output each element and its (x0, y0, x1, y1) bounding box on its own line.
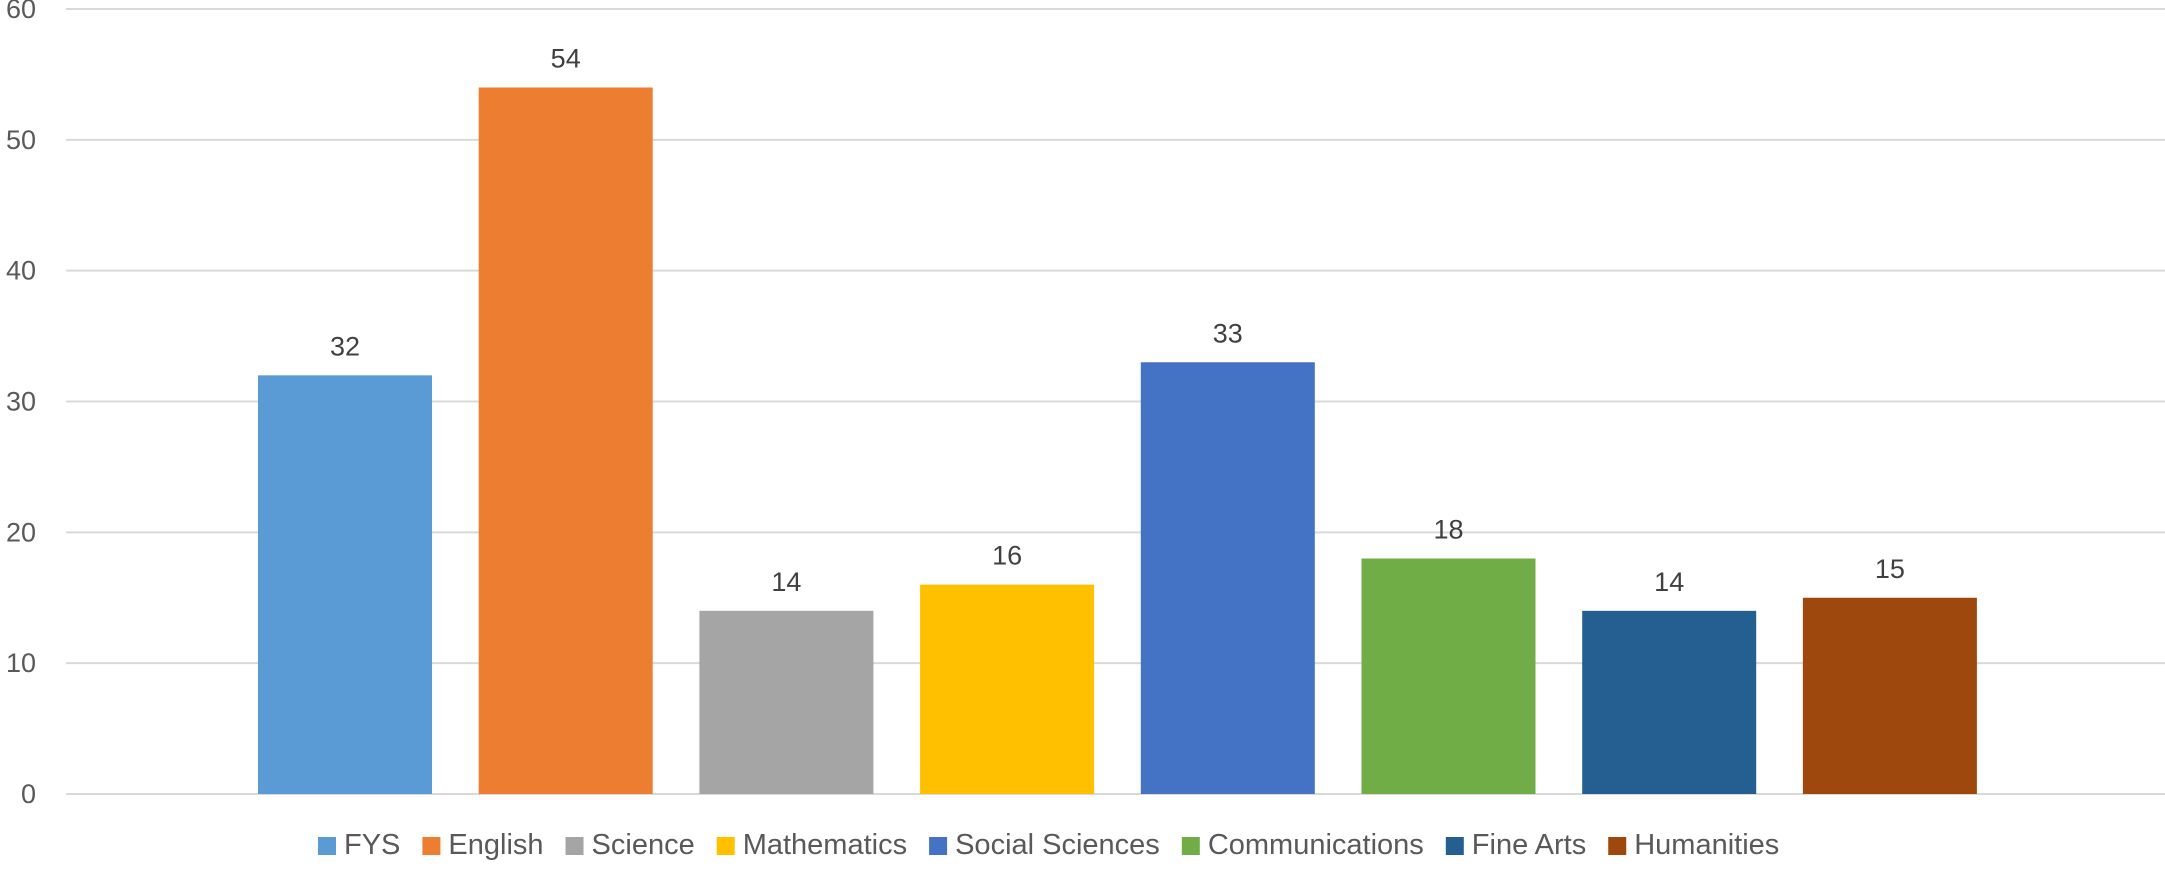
bar-social-sciences (1141, 362, 1315, 794)
legend-label-communications: Communications (1208, 829, 1424, 861)
y-tick-label-20: 20 (6, 517, 36, 547)
legend-label-science: Science (592, 829, 695, 861)
y-tick-label-50: 50 (6, 125, 36, 155)
data-label-english: 54 (551, 44, 581, 74)
bar-english (479, 88, 653, 795)
bar-communications (1362, 559, 1536, 795)
legend-label-mathematics: Mathematics (743, 829, 907, 861)
legend-label-fine-arts: Fine Arts (1472, 829, 1586, 861)
y-tick-label-30: 30 (6, 387, 36, 417)
legend-swatch-fine-arts (1446, 837, 1464, 855)
legend-swatch-social-sciences (929, 837, 947, 855)
y-tick-label-10: 10 (6, 648, 36, 678)
bar-fine-arts (1582, 611, 1756, 794)
bar-humanities (1803, 598, 1977, 794)
bar-fys (258, 375, 432, 794)
y-tick-label-0: 0 (21, 779, 36, 809)
data-label-mathematics: 16 (992, 541, 1022, 571)
legend-swatch-communications (1182, 837, 1200, 855)
legend-swatch-mathematics (717, 837, 735, 855)
data-label-science: 14 (771, 567, 801, 597)
bars (258, 88, 1977, 795)
legend-label-social-sciences: Social Sciences (955, 829, 1160, 861)
legend-label-humanities: Humanities (1634, 829, 1779, 861)
y-tick-label-60: 60 (6, 0, 36, 24)
y-tick-label-40: 40 (6, 256, 36, 286)
legend: FYS English Science Mathematics Social Scien… (318, 829, 1779, 861)
data-label-social-sciences: 33 (1213, 318, 1243, 348)
bar-mathematics (920, 585, 1094, 794)
y-axis-ticks: 0 10 20 30 40 50 60 (6, 0, 36, 809)
legend-swatch-english (422, 837, 440, 855)
legend-swatch-humanities (1608, 837, 1626, 855)
legend-swatch-science (566, 837, 584, 855)
legend-label-fys: FYS (344, 829, 400, 861)
data-label-communications: 18 (1433, 515, 1463, 545)
legend-swatch-fys (318, 837, 336, 855)
bar-science (699, 611, 873, 794)
data-label-fys: 32 (330, 331, 360, 361)
data-label-fine-arts: 14 (1654, 567, 1684, 597)
legend-label-english: English (448, 829, 543, 861)
data-label-humanities: 15 (1875, 554, 1905, 584)
